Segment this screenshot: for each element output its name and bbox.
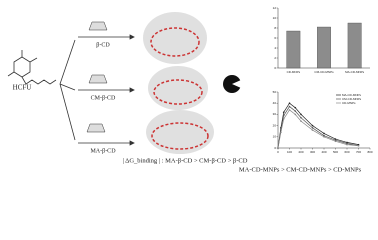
drug-label: HCFU xyxy=(13,84,32,92)
x-tick-label: 700 xyxy=(356,150,361,154)
point xyxy=(288,109,291,111)
y-tick-label: 10 xyxy=(273,135,277,139)
complexes xyxy=(143,12,214,154)
y-tick-label: 10 xyxy=(273,16,277,20)
series-line xyxy=(277,106,359,149)
x-tick-label: 600 xyxy=(344,150,349,154)
y-tick-label: 8 xyxy=(274,26,276,30)
y-tick-label: 50 xyxy=(273,90,277,94)
cd-icons xyxy=(86,21,108,133)
point xyxy=(300,116,302,119)
point xyxy=(294,110,297,112)
x-tick-label: 0 xyxy=(277,150,279,154)
bar xyxy=(317,26,331,69)
point xyxy=(300,113,302,116)
point xyxy=(334,138,337,140)
arrows xyxy=(59,34,135,146)
point xyxy=(346,141,348,144)
x-tick-label: 300 xyxy=(310,150,315,154)
point xyxy=(311,127,314,129)
bar xyxy=(347,22,362,69)
point xyxy=(277,147,279,149)
point xyxy=(334,140,337,143)
y-tick-label: 0 xyxy=(274,146,276,150)
point xyxy=(346,143,348,146)
figure: HCFU β-CD CM-β-CD MA-β-CD | ΔG_binding |… xyxy=(7,6,373,173)
point xyxy=(294,106,297,109)
y-tick-label: 12 xyxy=(273,6,277,10)
point xyxy=(280,131,282,134)
point xyxy=(294,113,297,116)
x-tick-label: CD-MNPs xyxy=(287,70,301,74)
legend-label: MA-CD-MNPs xyxy=(342,93,361,97)
point xyxy=(282,111,285,113)
point xyxy=(282,118,285,120)
point xyxy=(357,144,360,147)
y-tick-label: 4 xyxy=(274,46,276,50)
x-tick-label: 800 xyxy=(367,150,372,154)
point xyxy=(288,102,291,104)
point xyxy=(323,134,325,137)
y-tick-label: 2 xyxy=(274,56,276,60)
y-tick-label: 0 xyxy=(274,66,276,70)
binding-order: | ΔG_binding | : MA-β-CD > CM-β-CD > β-C… xyxy=(123,157,248,164)
point xyxy=(323,136,325,138)
point xyxy=(300,120,302,122)
cd1-label: β-CD xyxy=(96,42,110,48)
y-tick-label: 6 xyxy=(274,36,276,40)
loading-order: MA-CD-MNPs > CM-CD-MNPs > CD-MNPs xyxy=(239,166,362,173)
point xyxy=(288,105,291,108)
legend-label: CM-CD-MNPs xyxy=(342,97,362,101)
point xyxy=(334,139,337,141)
y-tick-label: 20 xyxy=(273,123,277,127)
point xyxy=(311,129,314,131)
point xyxy=(282,114,285,117)
x-tick-label: MA-CD-MNPs xyxy=(345,70,364,74)
cd2-label: CM-β-CD xyxy=(91,95,116,101)
x-tick-label: CM-CD-MNPs xyxy=(314,70,334,74)
point xyxy=(346,142,348,145)
bar xyxy=(286,30,301,69)
hcfu-structure xyxy=(7,50,57,85)
point xyxy=(311,124,314,127)
point xyxy=(323,132,325,135)
x-tick-label: 100 xyxy=(287,150,292,154)
x-tick-label: 400 xyxy=(321,150,326,154)
y-tick-label: 30 xyxy=(273,112,277,116)
point xyxy=(357,143,360,146)
cd3-label: MA-β-CD xyxy=(90,148,116,154)
y-tick-label: 40 xyxy=(273,101,277,105)
eye-icon xyxy=(223,75,242,93)
x-tick-label: 500 xyxy=(333,150,338,154)
legend-label: CD-MNPs xyxy=(342,101,356,105)
x-tick-label: 200 xyxy=(298,150,303,154)
